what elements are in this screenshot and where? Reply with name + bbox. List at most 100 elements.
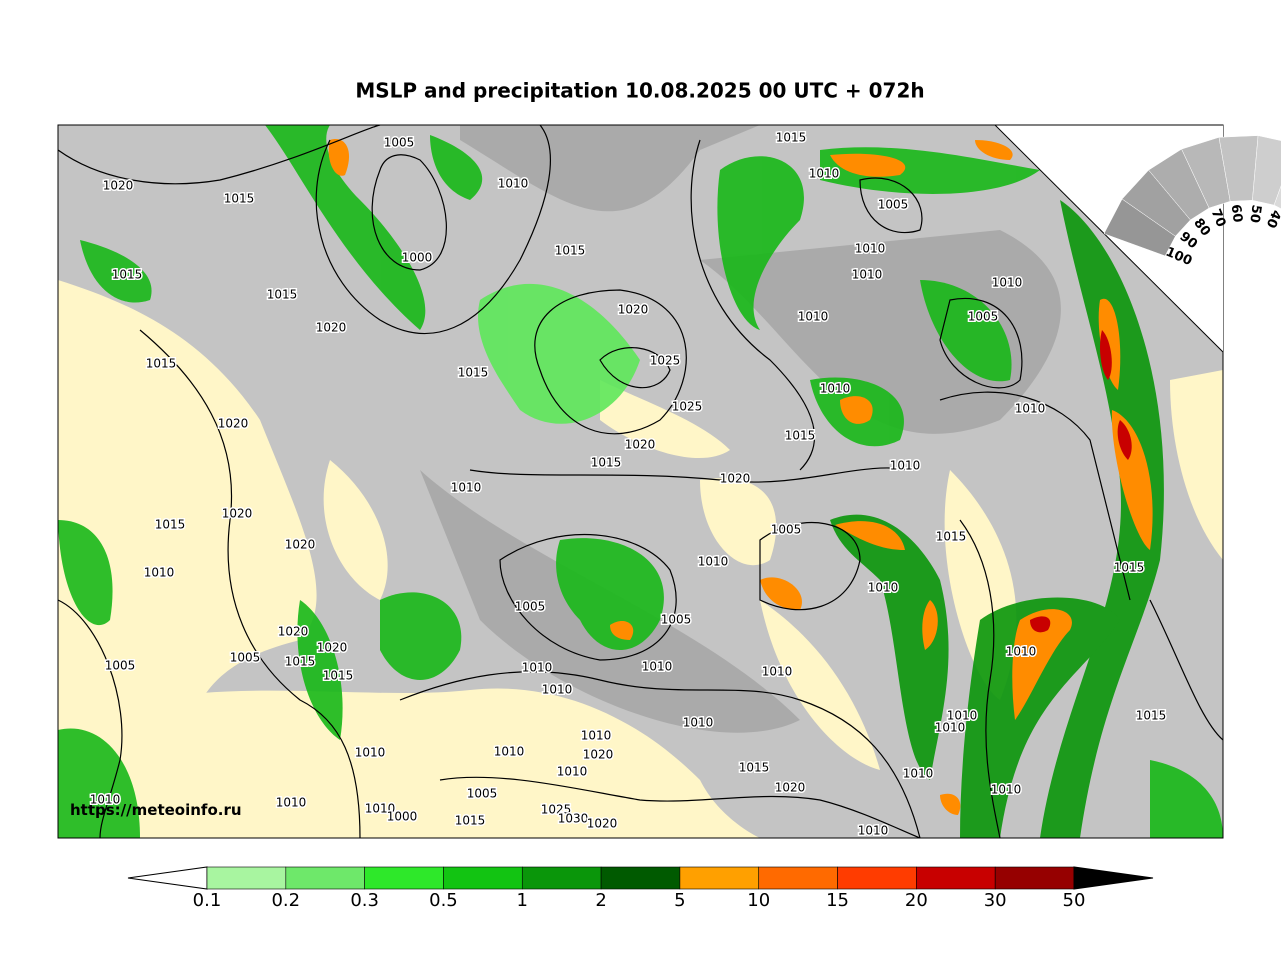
colorbar-segment — [285, 866, 365, 890]
isobar-label: 1010 — [451, 481, 482, 495]
isobar-label: 1015 — [146, 357, 177, 371]
isobar-label: 1010 — [276, 796, 307, 810]
map-shape — [399, 671, 921, 838]
map-shape — [460, 125, 760, 212]
map-shape — [600, 380, 730, 459]
map-shape — [959, 519, 1001, 838]
isobar-label: 1010 — [1006, 645, 1037, 659]
map-shape — [499, 534, 677, 661]
isobar-label: 1020 — [316, 321, 347, 335]
isobar-label: 1010 — [798, 310, 829, 324]
isobar-label: 1015 — [1136, 709, 1167, 723]
map-shape — [1150, 760, 1223, 838]
isobar-label: 1020 — [583, 748, 614, 762]
isobar-label: 1020 — [587, 817, 618, 831]
colorbar-tick-label: 0.2 — [271, 890, 300, 911]
isobar-label: 1010 — [762, 665, 793, 679]
colorbar-segment — [679, 866, 760, 890]
isobar-label: 1025 — [672, 400, 703, 414]
isobar-label: 1010 — [947, 709, 978, 723]
isobar-label: 1020 — [317, 641, 348, 655]
isobar-label: 1005 — [968, 310, 999, 324]
map-shape — [975, 140, 1013, 160]
map-corner-edge — [994, 124, 1224, 353]
isobar-label: 1020 — [285, 538, 316, 552]
colorbar-segment — [994, 866, 1075, 890]
colorbar-tick-label: 30 — [984, 890, 1007, 911]
map-shape — [610, 620, 634, 640]
map-shape — [439, 776, 921, 838]
map-shape — [840, 396, 873, 424]
isobar-label: 1020 — [222, 507, 253, 521]
isobar-label: 1015 — [224, 192, 255, 206]
isobar-label: 1010 — [642, 660, 673, 674]
isobars — [58, 125, 1223, 838]
precipitation-colorbar: 0.1 0.2 0.3 0.5 1 2 5 10 15 20 30 50 — [127, 866, 1154, 911]
isobar-label: 1020 — [618, 303, 649, 317]
map-shape — [80, 240, 152, 303]
map-shape — [328, 139, 350, 176]
map-shape — [1170, 370, 1223, 560]
isobar-label: 1010 — [581, 729, 612, 743]
map-shape — [534, 289, 687, 435]
cloud-scale-label: 40 — [1263, 207, 1281, 230]
colorbar-over — [1073, 866, 1154, 890]
isobar-label: 1010 — [890, 459, 921, 473]
isobar-label: 1020 — [103, 179, 134, 193]
map-shape — [469, 467, 911, 483]
map-shape — [1040, 200, 1164, 838]
cloud-scale-band — [1273, 185, 1281, 209]
isobar-label: 1015 — [591, 456, 622, 470]
map-shape — [599, 347, 671, 389]
isobar-label: 1020 — [775, 781, 806, 795]
map-shape — [1030, 616, 1051, 633]
colorbar-segment — [206, 866, 287, 890]
map-shape — [478, 283, 640, 424]
map-shape — [920, 280, 1012, 382]
map-shape — [58, 125, 381, 185]
map-shape — [380, 592, 462, 680]
map-shape — [939, 391, 1131, 601]
isobar-label: 1015 — [1114, 561, 1145, 575]
isobar-label: 1010 — [542, 683, 573, 697]
colorbar-tick-label: 1 — [517, 890, 528, 911]
map-shape — [58, 280, 317, 838]
colorbar-tick-label: 15 — [826, 890, 849, 911]
isobar-label: 1005 — [230, 651, 261, 665]
map-shape — [297, 600, 343, 740]
colorbar-tick-label: 0.1 — [193, 890, 222, 911]
isobar-label: 1025 — [541, 803, 572, 817]
map-shape — [315, 125, 551, 335]
isobar-label: 1010 — [820, 382, 851, 396]
colorbar-segment — [916, 866, 996, 890]
isobar-label: 1015 — [785, 429, 816, 443]
colorbar-tick-label: 0.3 — [350, 890, 379, 911]
map-shape — [150, 688, 760, 838]
isobar-label: 1020 — [625, 438, 656, 452]
isobar-label: 1005 — [878, 198, 909, 212]
map: https://meteoinfo.ru — [58, 125, 1223, 838]
isobar-label: 1015 — [455, 814, 486, 828]
colorbar-tick-label: 20 — [905, 890, 928, 911]
watermark: https://meteoinfo.ru — [70, 801, 242, 819]
map-shape — [940, 793, 961, 815]
isobar-label: 1000 — [387, 810, 418, 824]
colorbar-tick-label: 5 — [674, 890, 685, 911]
isobar-label: 1025 — [650, 354, 681, 368]
map-shape — [717, 156, 804, 330]
isobar-label: 1010 — [991, 783, 1022, 797]
isobar-label: 1010 — [90, 793, 121, 807]
map-shape — [1117, 420, 1132, 460]
colorbar-segment — [600, 866, 681, 890]
map-shape — [859, 177, 923, 234]
isobar-label: 1010 — [935, 721, 966, 735]
map-shape — [760, 577, 802, 610]
isobar-label: 1005 — [384, 136, 415, 150]
colorbar-tick-label: 0.5 — [429, 890, 458, 911]
map-shape — [700, 230, 1061, 434]
isobar-label: 1020 — [720, 472, 751, 486]
map-shape — [835, 521, 905, 550]
isobar-label: 1010 — [494, 745, 525, 759]
isobar-label: 1010 — [903, 767, 934, 781]
isobar-label: 1010 — [683, 716, 714, 730]
